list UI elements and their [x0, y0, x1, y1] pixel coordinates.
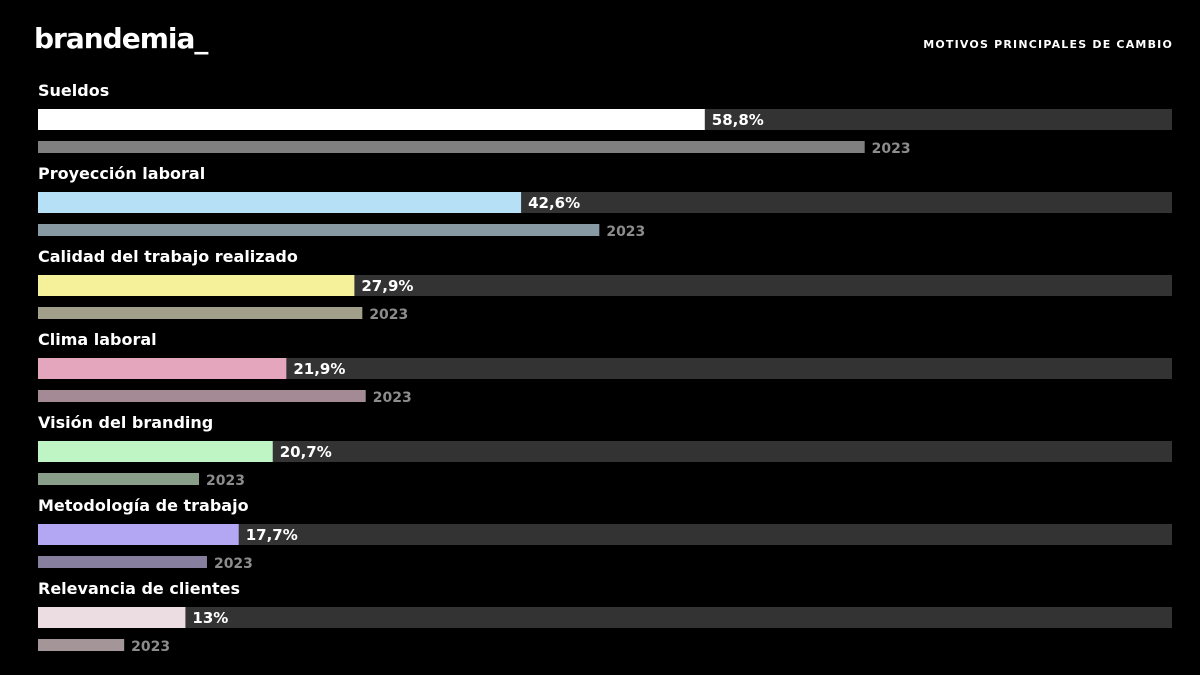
category-label: Visión del branding: [38, 413, 213, 432]
category-label: Sueldos: [38, 81, 109, 100]
bar-track: [38, 358, 1172, 379]
value-label: 20,7%: [280, 443, 332, 461]
brandemia-logo: brandemia_: [34, 22, 208, 55]
year-label: 2023: [206, 473, 245, 489]
category-label: Relevancia de clientes: [38, 579, 240, 598]
bar-2023: [38, 473, 200, 485]
category-label: Calidad del trabajo realizado: [38, 247, 298, 266]
value-label: 17,7%: [246, 526, 298, 544]
category-label: Clima laboral: [38, 330, 157, 349]
year-label: 2023: [872, 141, 911, 157]
bar-current: [38, 524, 239, 545]
value-label: 58,8%: [712, 111, 764, 129]
bar-2023: [38, 307, 363, 319]
year-label: 2023: [606, 224, 645, 240]
bar-track: [38, 607, 1172, 628]
bar-2023: [38, 390, 366, 402]
bar-2023: [38, 639, 125, 651]
value-label: 27,9%: [361, 277, 413, 295]
year-label: 2023: [373, 390, 412, 406]
bar-2023: [38, 141, 865, 153]
header-title: MOTIVOS PRINCIPALES DE CAMBIO: [923, 38, 1173, 51]
bar-current: [38, 441, 273, 462]
year-label: 2023: [369, 307, 408, 323]
year-label: 2023: [214, 556, 253, 572]
bar-current: [38, 607, 186, 628]
category-label: Proyección laboral: [38, 164, 205, 183]
year-label: 2023: [131, 639, 170, 655]
value-label: 21,9%: [293, 360, 345, 378]
value-label: 42,6%: [528, 194, 580, 212]
category-label: Metodología de trabajo: [38, 496, 249, 515]
bar-current: [38, 275, 355, 296]
bar-current: [38, 109, 705, 130]
bar-current: [38, 358, 287, 379]
value-label: 13%: [192, 609, 228, 627]
bar-2023: [38, 224, 600, 236]
bar-track: [38, 524, 1172, 545]
bar-current: [38, 192, 522, 213]
bar-2023: [38, 556, 207, 568]
bar-track: [38, 441, 1172, 462]
